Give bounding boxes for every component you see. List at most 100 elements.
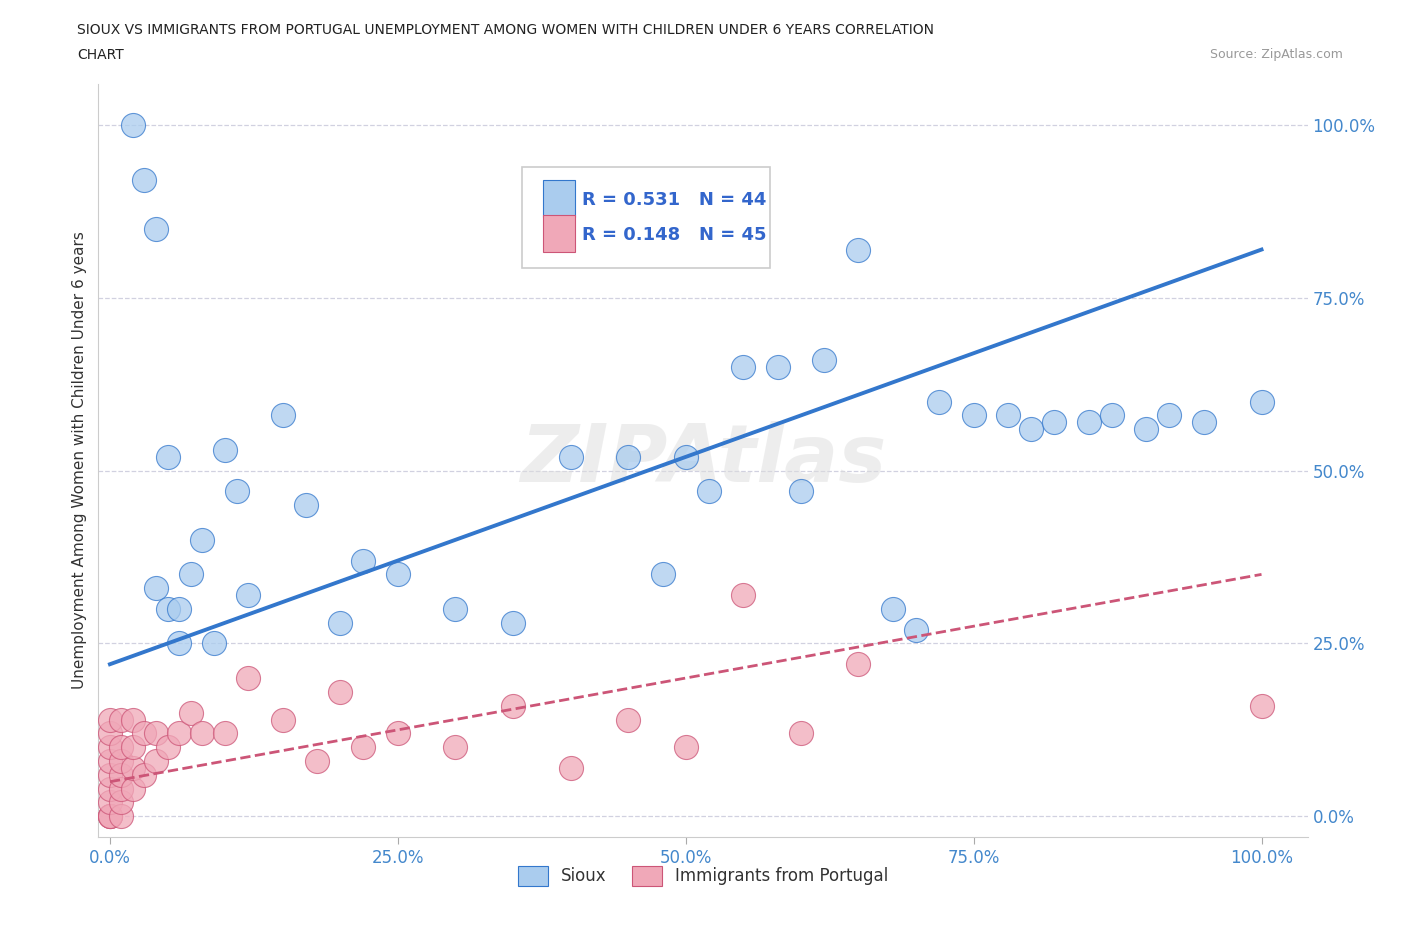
Point (352, 553, 374, 568)
Text: R = 0.531   N = 44: R = 0.531 N = 44 (582, 191, 766, 209)
Point (110, 795, 132, 810)
Point (98, 809, 121, 824)
Point (697, 484, 720, 498)
Point (98, 753, 121, 768)
Point (110, 712, 132, 727)
Point (122, 739, 145, 754)
Point (167, 602, 190, 617)
Point (98, 726, 121, 741)
Point (191, 532, 214, 547)
Point (167, 636, 190, 651)
Point (1043, 415, 1066, 430)
Point (191, 726, 214, 741)
Point (1019, 422, 1042, 437)
Point (214, 443, 236, 458)
Point (271, 712, 294, 727)
Point (98, 712, 121, 727)
Y-axis label: Unemployment Among Women with Children Under 6 years: Unemployment Among Women with Children U… (72, 232, 87, 689)
Point (882, 602, 904, 617)
Point (962, 408, 984, 423)
Point (122, 781, 145, 796)
Point (1101, 408, 1123, 423)
Point (617, 712, 640, 727)
Text: ZIPAtlas: ZIPAtlas (520, 421, 886, 499)
Point (1192, 415, 1215, 430)
Point (98, 809, 121, 824)
Text: SIOUX VS IMMIGRANTS FROM PORTUGAL UNEMPLOYMENT AMONG WOMEN WITH CHILDREN UNDER 6: SIOUX VS IMMIGRANTS FROM PORTUGAL UNEMPL… (77, 23, 935, 37)
Point (156, 449, 179, 464)
FancyBboxPatch shape (522, 166, 769, 268)
Point (110, 809, 132, 824)
Point (329, 684, 352, 699)
Point (110, 767, 132, 782)
Point (560, 449, 582, 464)
Point (110, 739, 132, 754)
Point (1250, 698, 1272, 713)
Point (675, 449, 697, 464)
Point (145, 221, 167, 236)
Point (387, 567, 409, 582)
Point (766, 360, 789, 375)
Point (180, 567, 202, 582)
Point (98, 781, 121, 796)
Point (617, 449, 640, 464)
Point (98, 795, 121, 810)
Point (1135, 422, 1157, 437)
Point (1077, 415, 1099, 430)
Point (790, 726, 813, 741)
Point (134, 726, 156, 741)
Point (110, 781, 132, 796)
Text: Source: ZipAtlas.com: Source: ZipAtlas.com (1209, 48, 1343, 61)
FancyBboxPatch shape (543, 180, 575, 218)
Point (502, 698, 524, 713)
Point (225, 484, 247, 498)
Text: CHART: CHART (77, 48, 124, 62)
Point (294, 498, 316, 512)
Point (444, 739, 467, 754)
Point (733, 588, 755, 603)
Point (180, 705, 202, 720)
Point (236, 671, 259, 685)
Point (307, 753, 329, 768)
Point (98, 767, 121, 782)
Point (997, 408, 1019, 423)
Point (271, 408, 294, 423)
Point (134, 173, 156, 188)
Point (790, 484, 813, 498)
Point (848, 657, 870, 671)
Point (156, 602, 179, 617)
Point (145, 580, 167, 595)
Point (214, 726, 236, 741)
Point (733, 360, 755, 375)
Point (156, 739, 179, 754)
Point (236, 588, 259, 603)
Point (122, 761, 145, 776)
Point (202, 636, 225, 651)
Point (928, 394, 950, 409)
Point (502, 616, 524, 631)
Point (98, 809, 121, 824)
Point (167, 726, 190, 741)
Point (905, 622, 928, 637)
Point (134, 767, 156, 782)
Point (145, 753, 167, 768)
Point (1250, 394, 1272, 409)
Point (145, 726, 167, 741)
Point (387, 726, 409, 741)
Point (444, 602, 467, 617)
Point (675, 739, 697, 754)
Point (560, 761, 582, 776)
Point (651, 567, 673, 582)
Point (110, 753, 132, 768)
FancyBboxPatch shape (543, 215, 575, 252)
Point (122, 118, 145, 133)
Point (813, 352, 835, 367)
Point (848, 242, 870, 257)
Point (98, 739, 121, 754)
Point (1159, 408, 1181, 423)
Text: R = 0.148   N = 45: R = 0.148 N = 45 (582, 226, 766, 244)
Legend: Sioux, Immigrants from Portugal: Sioux, Immigrants from Portugal (510, 859, 896, 893)
Point (352, 739, 374, 754)
Point (122, 712, 145, 727)
Point (329, 616, 352, 631)
